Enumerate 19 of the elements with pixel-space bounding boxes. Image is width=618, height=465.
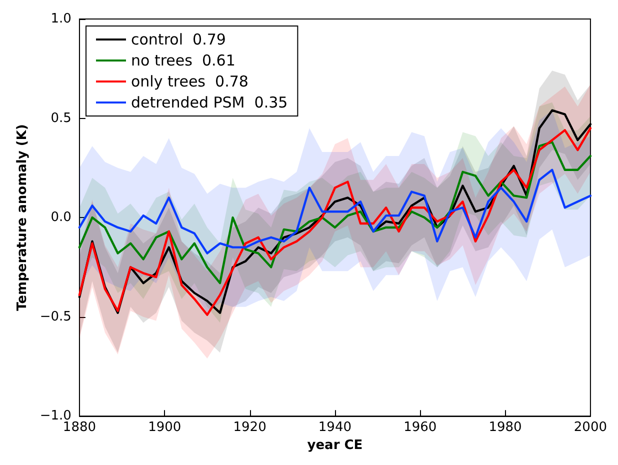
- legend-label: no trees 0.61: [131, 52, 236, 70]
- legend-label: detrended PSM 0.35: [131, 94, 288, 112]
- x-tick-label: 1900: [148, 420, 182, 436]
- line-series: [78, 168, 592, 254]
- line-series: [78, 141, 592, 284]
- y-tick-label: 1.0: [50, 12, 72, 26]
- x-tick-label: 1960: [404, 420, 437, 436]
- x-tick-label: 2000: [574, 420, 608, 436]
- y-axis-title: Temperature anomaly (K): [15, 124, 30, 311]
- legend-label: control 0.79: [131, 30, 226, 48]
- x-axis-title: year CE: [307, 438, 363, 453]
- x-tick-label: 1940: [318, 420, 352, 436]
- x-tick-label: 1920: [233, 420, 266, 436]
- y-tick-label: 0.0: [50, 210, 72, 226]
- y-tick-label: 0.5: [50, 110, 72, 126]
- y-tick-label: −0.5: [40, 309, 72, 324]
- legend-label: only trees 0.78: [131, 72, 248, 90]
- x-tick-label: 1880: [62, 420, 96, 436]
- x-tick-label: 1980: [488, 420, 522, 436]
